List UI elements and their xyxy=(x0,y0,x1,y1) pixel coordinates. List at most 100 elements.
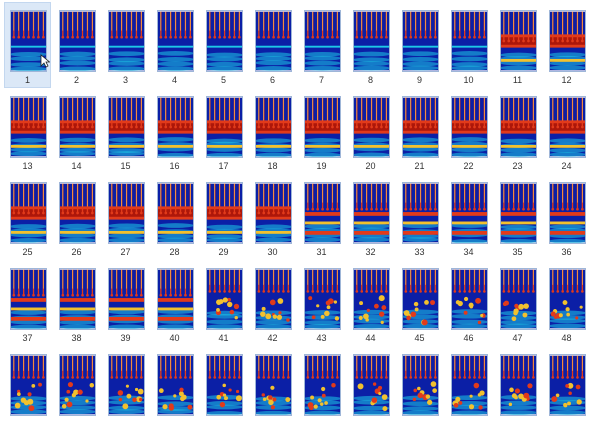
thumbnail-item[interactable]: 34 xyxy=(444,174,493,260)
wavelet-scalogram-image xyxy=(157,10,194,72)
thumbnail-item[interactable]: 9 xyxy=(395,2,444,88)
thumbnail-item[interactable]: 26 xyxy=(52,174,101,260)
thumbnail-label: 15 xyxy=(120,161,131,171)
thumbnail-item[interactable] xyxy=(248,346,297,432)
wavelet-scalogram-image xyxy=(206,10,243,72)
thumbnail-item[interactable]: 28 xyxy=(150,174,199,260)
thumbnail-item[interactable]: 39 xyxy=(101,260,150,346)
thumbnail-item[interactable]: 47 xyxy=(493,260,542,346)
thumbnail-item[interactable]: 24 xyxy=(542,88,591,174)
thumbnail-item[interactable] xyxy=(297,346,346,432)
thumbnail-label: 10 xyxy=(463,75,474,85)
thumbnail-item[interactable]: 4 xyxy=(150,2,199,88)
wavelet-scalogram-image xyxy=(549,268,586,330)
wavelet-scalogram-image xyxy=(59,182,96,244)
thumbnail-item[interactable]: 20 xyxy=(346,88,395,174)
thumbnail-item[interactable]: 5 xyxy=(199,2,248,88)
thumbnail-item[interactable]: 2 xyxy=(52,2,101,88)
thumbnail-item[interactable]: 38 xyxy=(52,260,101,346)
thumbnail-item[interactable]: 13 xyxy=(3,88,52,174)
thumbnail-item[interactable]: 37 xyxy=(3,260,52,346)
thumbnail-label: 7 xyxy=(318,75,324,85)
thumbnail-label: 40 xyxy=(169,333,180,343)
thumbnail-label: 8 xyxy=(367,75,373,85)
thumbnail-item[interactable]: 1 xyxy=(3,2,52,88)
thumbnail-item[interactable]: 15 xyxy=(101,88,150,174)
thumbnail-item[interactable]: 31 xyxy=(297,174,346,260)
wavelet-scalogram-image xyxy=(402,354,439,416)
thumbnail-item[interactable]: 33 xyxy=(395,174,444,260)
wavelet-scalogram-image xyxy=(206,268,243,330)
thumbnail-item[interactable]: 23 xyxy=(493,88,542,174)
thumbnail-item[interactable]: 25 xyxy=(3,174,52,260)
wavelet-scalogram-image xyxy=(206,354,243,416)
wavelet-scalogram-image xyxy=(353,96,390,158)
wavelet-scalogram-image xyxy=(451,268,488,330)
thumbnail-item[interactable]: 21 xyxy=(395,88,444,174)
wavelet-scalogram-image xyxy=(255,96,292,158)
thumbnail-item[interactable]: 18 xyxy=(248,88,297,174)
thumbnail-item[interactable]: 32 xyxy=(346,174,395,260)
thumbnail-item[interactable] xyxy=(493,346,542,432)
thumbnail-item[interactable]: 35 xyxy=(493,174,542,260)
thumbnail-label: 1 xyxy=(24,75,30,85)
thumbnail-item[interactable]: 6 xyxy=(248,2,297,88)
thumbnail-item[interactable]: 29 xyxy=(199,174,248,260)
thumbnail-item[interactable]: 8 xyxy=(346,2,395,88)
thumbnail-item[interactable]: 36 xyxy=(542,174,591,260)
wavelet-scalogram-image xyxy=(500,354,537,416)
wavelet-scalogram-image xyxy=(304,10,341,72)
thumbnail-item[interactable]: 46 xyxy=(444,260,493,346)
thumbnail-item[interactable]: 7 xyxy=(297,2,346,88)
thumbnail-item[interactable]: 11 xyxy=(493,2,542,88)
wavelet-scalogram-image xyxy=(451,96,488,158)
wavelet-scalogram-image xyxy=(10,96,47,158)
thumbnail-item[interactable]: 14 xyxy=(52,88,101,174)
wavelet-scalogram-image xyxy=(108,354,145,416)
thumbnail-item[interactable]: 42 xyxy=(248,260,297,346)
thumbnail-item[interactable] xyxy=(150,346,199,432)
wavelet-scalogram-image xyxy=(402,268,439,330)
thumbnail-item[interactable]: 40 xyxy=(150,260,199,346)
thumbnail-label: 39 xyxy=(120,333,131,343)
thumbnail-item[interactable] xyxy=(3,346,52,432)
thumbnail-label: 31 xyxy=(316,247,327,257)
thumbnail-item[interactable]: 48 xyxy=(542,260,591,346)
thumbnail-label: 23 xyxy=(512,161,523,171)
wavelet-scalogram-image xyxy=(304,182,341,244)
thumbnail-item[interactable]: 41 xyxy=(199,260,248,346)
thumbnail-item[interactable]: 43 xyxy=(297,260,346,346)
wavelet-scalogram-image xyxy=(402,10,439,72)
wavelet-scalogram-image xyxy=(157,182,194,244)
thumbnail-item[interactable] xyxy=(199,346,248,432)
thumbnail-item[interactable]: 45 xyxy=(395,260,444,346)
thumbnail-item[interactable]: 10 xyxy=(444,2,493,88)
thumbnail-item[interactable]: 12 xyxy=(542,2,591,88)
thumbnail-item[interactable]: 17 xyxy=(199,88,248,174)
thumbnail-item[interactable]: 30 xyxy=(248,174,297,260)
thumbnail-label: 20 xyxy=(365,161,376,171)
thumbnail-item[interactable]: 16 xyxy=(150,88,199,174)
thumbnail-item[interactable]: 27 xyxy=(101,174,150,260)
thumbnail-label: 41 xyxy=(218,333,229,343)
thumbnail-item[interactable] xyxy=(101,346,150,432)
thumbnail-item[interactable]: 19 xyxy=(297,88,346,174)
thumbnail-label: 46 xyxy=(463,333,474,343)
wavelet-scalogram-image xyxy=(500,10,537,72)
thumbnail-grid: 1 2 3 4 5 6 7 8 9 10 11 12 13 14 15 16 17 18 19 20 21 22 23 24 2… xyxy=(3,2,591,416)
thumbnail-item[interactable]: 44 xyxy=(346,260,395,346)
thumbnail-label: 13 xyxy=(22,161,33,171)
wavelet-scalogram-image xyxy=(59,268,96,330)
wavelet-scalogram-image xyxy=(59,354,96,416)
thumbnail-item[interactable] xyxy=(395,346,444,432)
wavelet-scalogram-image xyxy=(549,96,586,158)
wavelet-scalogram-image xyxy=(108,96,145,158)
thumbnail-item[interactable] xyxy=(346,346,395,432)
thumbnail-item[interactable] xyxy=(444,346,493,432)
wavelet-scalogram-image xyxy=(206,96,243,158)
thumbnail-item[interactable] xyxy=(52,346,101,432)
thumbnail-label: 5 xyxy=(220,75,226,85)
thumbnail-item[interactable] xyxy=(542,346,591,432)
thumbnail-item[interactable]: 3 xyxy=(101,2,150,88)
thumbnail-item[interactable]: 22 xyxy=(444,88,493,174)
